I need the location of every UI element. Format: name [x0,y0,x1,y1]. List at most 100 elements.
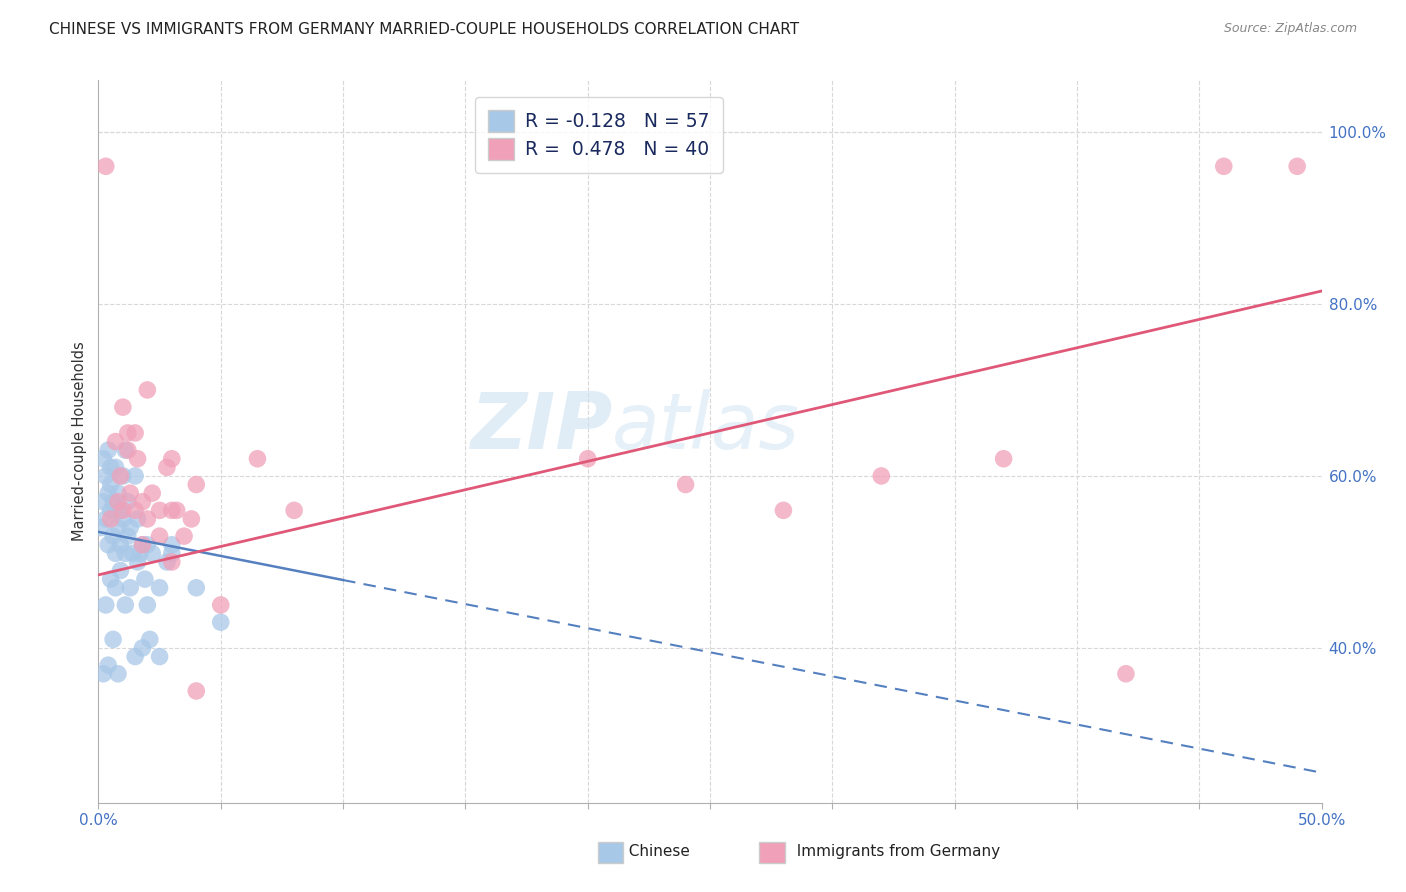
Point [94,598,117,612]
Point [576,451,599,466]
Point [91,494,114,508]
Point [101,494,124,508]
Point [156,555,179,569]
Point [209,598,232,612]
Point [90,520,112,534]
Point [107,666,129,681]
Point [111,503,134,517]
Point [104,546,127,560]
Point [134,572,156,586]
Y-axis label: Married-couple Households: Married-couple Households [72,342,87,541]
Text: CHINESE VS IMMIGRANTS FROM GERMANY MARRIED-COUPLE HOUSEHOLDS CORRELATION CHART: CHINESE VS IMMIGRANTS FROM GERMANY MARRI… [49,22,800,37]
Point [124,425,146,440]
Point [149,503,172,517]
Point [111,469,134,483]
Point [149,529,172,543]
Text: Source: ZipAtlas.com: Source: ZipAtlas.com [1223,22,1357,36]
Point [100,503,122,517]
Point [120,520,142,534]
Point [117,494,139,508]
Point [131,538,153,552]
Text: atlas: atlas [612,389,800,465]
Point [141,486,163,500]
Point [100,460,122,475]
Point [97,538,120,552]
Point [107,494,129,508]
Point [120,581,142,595]
Point [94,159,117,173]
Point [101,529,124,543]
Point [101,632,124,647]
Point [173,529,195,543]
Point [131,640,153,655]
Point [772,503,794,517]
Point [186,477,208,491]
Point [120,486,142,500]
Point [127,555,149,569]
Point [104,581,127,595]
Point [97,658,120,673]
Point [149,581,172,595]
Point [141,546,163,560]
Point [91,451,114,466]
Point [136,598,159,612]
Point [131,494,153,508]
Point [111,400,134,414]
Point [110,503,132,517]
Point [166,503,188,517]
Point [129,546,152,560]
Point [94,469,117,483]
Point [180,512,202,526]
Point [160,503,183,517]
Point [1286,159,1309,173]
Point [111,512,134,526]
Point [100,572,122,586]
Point [186,581,208,595]
Point [160,538,183,552]
Point [110,564,132,578]
Text: ZIP: ZIP [470,389,612,465]
Point [870,469,893,483]
Point [104,503,127,517]
Point [124,649,146,664]
Point [1212,159,1234,173]
Point [114,598,136,612]
Legend: R = -0.128   N = 57, R =  0.478   N = 40: R = -0.128 N = 57, R = 0.478 N = 40 [475,97,723,173]
Point [94,512,117,526]
Point [246,451,269,466]
Point [117,443,139,458]
Point [149,649,172,664]
Point [131,538,153,552]
Point [136,538,159,552]
Point [156,460,179,475]
Point [283,503,305,517]
Point [110,469,132,483]
Point [160,555,183,569]
Point [993,451,1015,466]
Point [100,512,122,526]
Point [124,469,146,483]
Point [97,486,120,500]
Point [160,451,183,466]
Point [104,434,127,449]
Point [91,666,114,681]
Point [675,477,697,491]
Point [100,477,122,491]
Point [121,546,143,560]
Point [107,486,129,500]
Point [136,383,159,397]
Point [124,503,146,517]
Text: Chinese: Chinese [619,845,689,859]
Point [186,684,208,698]
Point [127,451,149,466]
Point [114,443,136,458]
Point [107,520,129,534]
Point [97,443,120,458]
Point [117,529,139,543]
Point [1115,666,1137,681]
Text: Immigrants from Germany: Immigrants from Germany [787,845,1001,859]
Point [110,538,132,552]
Point [139,632,162,647]
Point [117,425,139,440]
Point [114,546,136,560]
